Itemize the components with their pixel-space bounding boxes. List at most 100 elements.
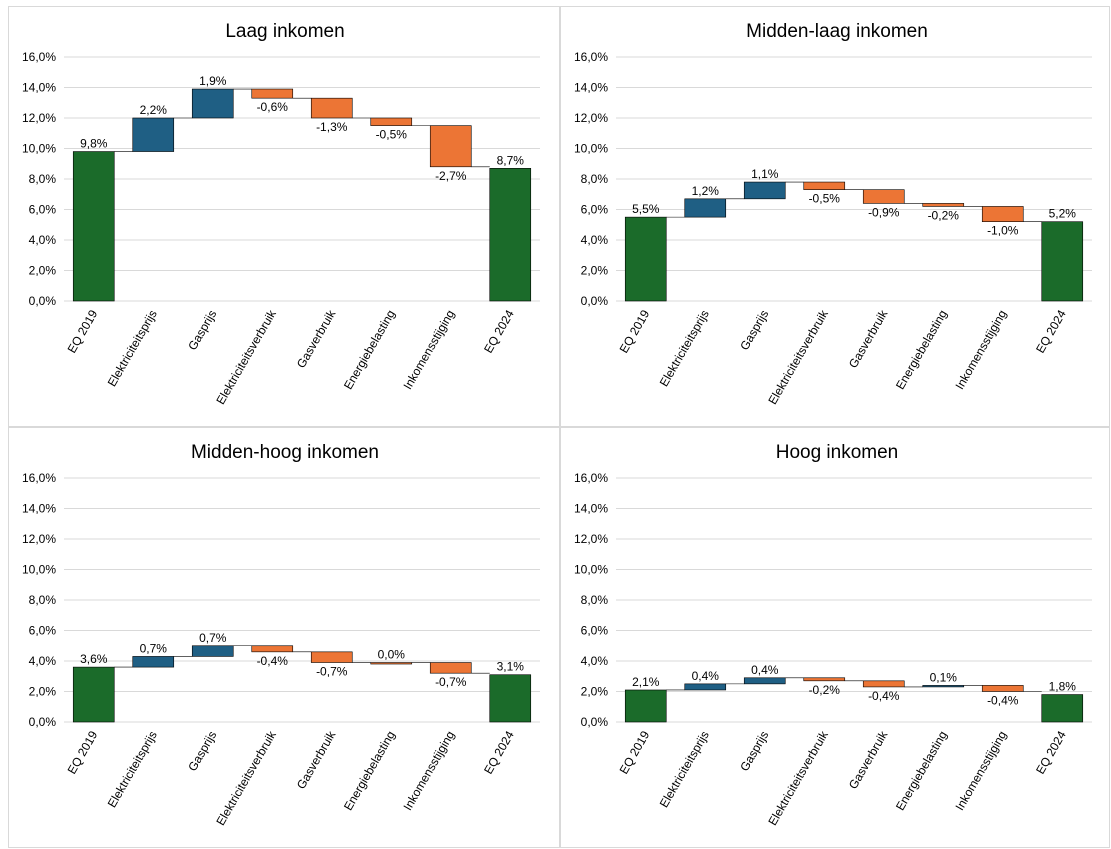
y-tick-label: 4,0% <box>581 233 609 247</box>
bar-energiebelasting <box>370 117 413 126</box>
x-category-label: Gasverbruik <box>846 728 891 792</box>
data-label: 5,5% <box>632 202 660 216</box>
y-tick-label: 14,0% <box>22 502 56 516</box>
y-tick-label: 10,0% <box>22 142 56 156</box>
data-label: -1,3% <box>316 120 348 134</box>
bar-elektriciteitsverbruik <box>251 88 294 99</box>
bar-inkomensstijging <box>981 206 1024 222</box>
y-tick-label: 4,0% <box>29 654 57 668</box>
bar-energiebelasting <box>922 203 965 207</box>
bar-elektriciteitsprijs <box>132 656 175 668</box>
data-label: -0,4% <box>257 654 289 668</box>
data-label: -2,7% <box>435 169 467 183</box>
chart-panel-laag-inkomen: Laag inkomen 0,0% 2,0% 4,0% 6,0% 8,0% 10,0% 12… <box>8 6 560 427</box>
data-label: 3,1% <box>497 660 525 674</box>
data-label: 9,8% <box>80 137 108 151</box>
bar-elektriciteitsverbruik <box>803 677 846 682</box>
y-tick-label: 2,0% <box>29 264 57 278</box>
waterfall-chart-hoog-inkomen: Hoog inkomen 0,0% 2,0% 4,0% 6,0% 8,0% 10,0% 12… <box>574 442 1092 828</box>
y-tick-label: 14,0% <box>574 502 608 516</box>
bar-gasprijs <box>191 88 234 119</box>
x-category-label: Elektriciteitsprijs <box>105 308 160 389</box>
data-label: -0,9% <box>868 205 900 219</box>
y-tick-label: 16,0% <box>22 50 56 64</box>
x-category-label: Elektriciteitsverbruik <box>765 307 831 407</box>
y-tick-label: 16,0% <box>574 50 608 64</box>
x-category-label: Gasprijs <box>737 729 771 774</box>
data-label: 0,0% <box>378 648 406 662</box>
y-tick-label: 2,0% <box>581 264 609 278</box>
x-category-label: Energiebelasting <box>893 729 950 813</box>
y-tick-label: 12,0% <box>574 532 608 546</box>
y-tick-label: 8,0% <box>581 593 609 607</box>
x-category-label: EQ 2019 <box>617 307 653 355</box>
y-tick-label: 6,0% <box>581 624 609 638</box>
y-tick-label: 12,0% <box>22 111 56 125</box>
waterfall-chart-laag-inkomen: Laag inkomen 0,0% 2,0% 4,0% 6,0% 8,0% 10,0% 12… <box>22 21 540 407</box>
y-tick-label: 10,0% <box>574 142 608 156</box>
x-category-label: Gasprijs <box>737 308 771 353</box>
y-tick-label: 0,0% <box>29 294 57 308</box>
data-label: -0,2% <box>809 683 841 697</box>
x-category-label: EQ 2024 <box>481 728 517 776</box>
chart-title: Hoog inkomen <box>776 442 899 463</box>
data-label: 2,1% <box>632 675 660 689</box>
x-category-label: Elektriciteitsprijs <box>657 308 712 389</box>
chart-panel-midden-hoog-inkomen: Midden-hoog inkomen 0,0% 2,0% 4,0% 6,0% 8,0%… <box>8 427 560 848</box>
y-tick-label: 14,0% <box>574 81 608 95</box>
data-label: -0,5% <box>809 192 841 206</box>
bar-inkomensstijging <box>429 662 472 674</box>
bar-gasverbruik <box>862 680 905 688</box>
x-category-label: EQ 2024 <box>1033 307 1069 355</box>
data-label: 1,2% <box>692 184 720 198</box>
bar-eq-2024 <box>1041 221 1084 302</box>
bar-energiebelasting <box>922 685 965 688</box>
data-label: -0,2% <box>928 208 960 222</box>
bar-gasprijs <box>743 677 786 685</box>
bar-elektriciteitsprijs <box>132 117 175 152</box>
x-category-label: EQ 2024 <box>481 307 517 355</box>
data-label: -0,6% <box>257 100 289 114</box>
bar-gasverbruik <box>310 97 353 119</box>
x-category-label: Elektriciteitsverbruik <box>213 307 279 407</box>
x-category-label: Elektriciteitsverbruik <box>213 728 279 828</box>
y-tick-label: 8,0% <box>29 172 57 186</box>
bar-energiebelasting <box>370 662 413 665</box>
waterfall-chart-midden-hoog-inkomen: Midden-hoog inkomen 0,0% 2,0% 4,0% 6,0% 8,0%… <box>22 442 540 828</box>
bar-eq-2019 <box>72 151 115 302</box>
x-category-label: Inkomensstijging <box>401 729 458 813</box>
data-label: 1,8% <box>1049 680 1077 694</box>
y-tick-label: 8,0% <box>29 593 57 607</box>
data-label: 3,6% <box>80 652 108 666</box>
data-label: 0,7% <box>140 641 168 655</box>
x-category-label: EQ 2024 <box>1033 728 1069 776</box>
bar-elektriciteitsverbruik <box>251 645 294 653</box>
x-category-label: Elektriciteitsprijs <box>105 729 160 810</box>
y-tick-label: 6,0% <box>581 203 609 217</box>
chart-title: Laag inkomen <box>225 21 344 42</box>
x-category-label: Inkomensstijging <box>953 729 1010 813</box>
chart-title: Midden-hoog inkomen <box>191 442 379 463</box>
y-tick-label: 12,0% <box>574 111 608 125</box>
x-category-label: Elektriciteitsprijs <box>657 729 712 810</box>
data-label: -1,0% <box>987 224 1019 238</box>
data-label: 0,7% <box>199 631 227 645</box>
x-category-label: Gasverbruik <box>846 307 891 371</box>
data-label: -0,5% <box>376 128 408 142</box>
y-tick-label: 6,0% <box>29 624 57 638</box>
x-category-label: Gasprijs <box>185 729 219 774</box>
data-label: -0,7% <box>435 675 467 689</box>
y-tick-label: 6,0% <box>29 203 57 217</box>
data-label: 1,9% <box>199 74 227 88</box>
data-label: 2,2% <box>140 103 168 117</box>
bar-gasverbruik <box>862 189 905 204</box>
bar-gasprijs <box>191 645 234 657</box>
y-tick-label: 4,0% <box>581 654 609 668</box>
x-category-label: Inkomensstijging <box>953 308 1010 392</box>
x-category-label: Inkomensstijging <box>401 308 458 392</box>
bar-gasverbruik <box>310 651 353 663</box>
chart-title: Midden-laag inkomen <box>746 21 928 42</box>
chart-panel-hoog-inkomen: Hoog inkomen 0,0% 2,0% 4,0% 6,0% 8,0% 10,0% 12… <box>560 427 1110 848</box>
x-category-label: Energiebelasting <box>341 729 398 813</box>
y-tick-label: 14,0% <box>22 81 56 95</box>
